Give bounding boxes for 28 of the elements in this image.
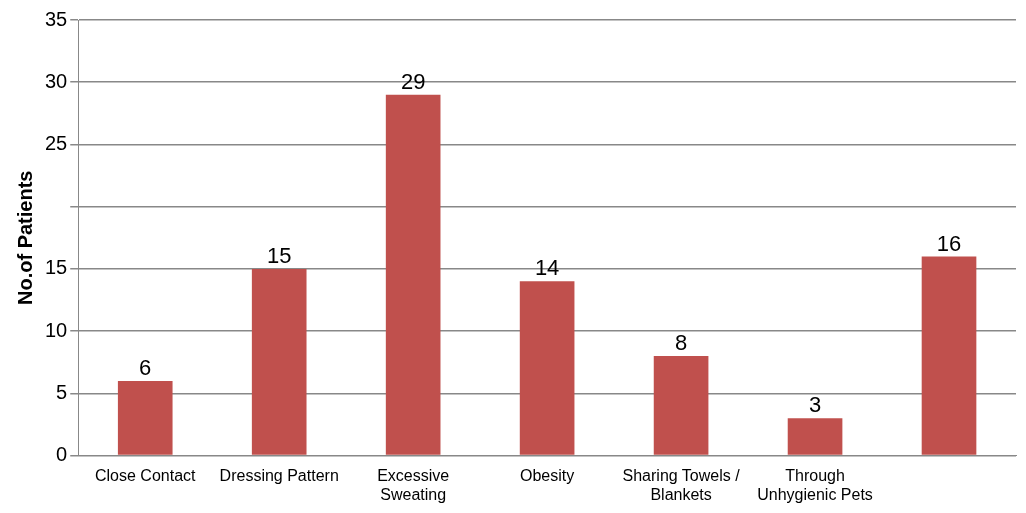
- x-tick-label: Obesity: [520, 466, 575, 484]
- y-tick-label: 10: [45, 318, 68, 341]
- data-label: 8: [674, 330, 688, 356]
- bar: [921, 256, 977, 455]
- bar: [787, 418, 843, 455]
- y-tick-label: 15: [45, 256, 68, 279]
- y-tick-label: 30: [45, 69, 68, 92]
- data-label: 15: [266, 242, 292, 268]
- x-tick-label: Sharing Towels / Blankets: [622, 466, 741, 503]
- bar: [117, 380, 173, 455]
- bar: [251, 268, 307, 455]
- y-tick-label: 25: [45, 131, 68, 154]
- x-tick-label: Excessive Sweating: [377, 466, 450, 503]
- y-tick-label: 0: [56, 443, 68, 466]
- x-tick-label: Close Contact: [94, 466, 197, 484]
- bar: [385, 94, 441, 455]
- data-label: 16: [936, 230, 962, 256]
- y-tick-label: 5: [56, 380, 68, 403]
- data-label: 6: [139, 354, 152, 380]
- data-label: 14: [534, 255, 560, 281]
- x-tick-label: Through Unhygienic Pets: [757, 466, 873, 503]
- y-axis-title: No.of Patients: [13, 170, 36, 306]
- x-tick-label: Dressing Pattern: [219, 466, 339, 484]
- y-tick-label: 35: [45, 7, 68, 30]
- data-label: 29: [400, 68, 426, 94]
- bar: [519, 281, 575, 455]
- data-label: 3: [808, 392, 822, 418]
- bar: [653, 356, 709, 455]
